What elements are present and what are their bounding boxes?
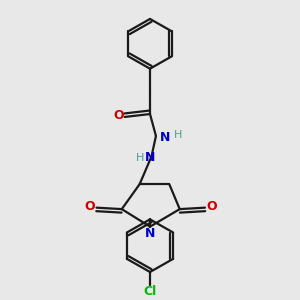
Text: O: O <box>113 109 124 122</box>
Text: N: N <box>145 152 155 164</box>
Text: N: N <box>160 131 171 144</box>
Text: N: N <box>145 226 155 240</box>
Text: O: O <box>85 200 95 213</box>
Text: H: H <box>174 130 182 140</box>
Text: O: O <box>206 200 217 213</box>
Text: Cl: Cl <box>143 285 157 298</box>
Text: H: H <box>136 153 144 163</box>
